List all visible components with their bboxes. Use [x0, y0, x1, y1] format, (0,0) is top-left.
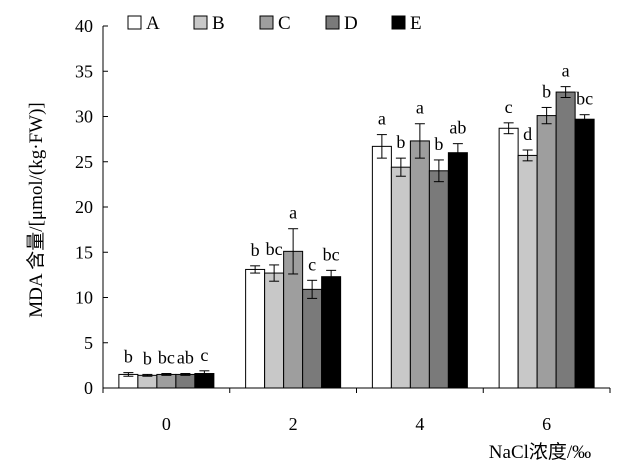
- bar-c: [536, 115, 557, 389]
- chart-axes: 0 5 10 15 20 25 30 35 40 0 2 4 6: [75, 16, 611, 434]
- legend-label-d: D: [344, 13, 358, 34]
- x-tick-label: 2: [289, 414, 298, 434]
- significance-label: bc: [576, 89, 593, 109]
- legend-swatch-b: [193, 15, 208, 30]
- bar-e: [574, 118, 595, 389]
- significance-label: d: [523, 124, 532, 144]
- significance-label: a: [416, 98, 424, 118]
- significance-label: c: [308, 254, 316, 274]
- bar-e: [447, 152, 468, 389]
- legend-swatch-a: [127, 15, 142, 30]
- bar-a: [371, 145, 392, 389]
- significance-label: bc: [266, 239, 283, 259]
- significance-label: c: [200, 345, 208, 365]
- y-tick-label: 5: [84, 333, 93, 353]
- significance-label: a: [289, 203, 297, 223]
- bar-d: [175, 373, 196, 389]
- bar-d: [555, 91, 576, 389]
- significance-label: a: [378, 109, 386, 129]
- y-tick-label: 15: [75, 242, 93, 262]
- bar-a: [498, 127, 519, 389]
- legend-label-e: E: [410, 13, 422, 34]
- bar-b: [517, 154, 538, 389]
- significance-label: b: [251, 240, 260, 260]
- legend-swatch-e: [391, 15, 406, 30]
- legend-label-c: C: [278, 13, 291, 34]
- y-tick-label: 20: [75, 197, 93, 217]
- x-tick-label: 6: [542, 414, 551, 434]
- significance-label: b: [143, 348, 152, 368]
- y-tick-label: 40: [75, 16, 93, 36]
- bar-b: [137, 374, 158, 389]
- x-axis-title: NaCl浓度/‰: [489, 441, 591, 463]
- bar-a: [245, 268, 266, 389]
- bar-b: [264, 272, 285, 389]
- significance-label: b: [396, 132, 405, 152]
- significance-label: bc: [323, 244, 340, 264]
- significance-label: c: [505, 97, 513, 117]
- y-tick-label: 0: [84, 378, 93, 398]
- bar-d: [428, 170, 449, 389]
- legend-label-b: B: [212, 13, 225, 34]
- bar-e: [321, 276, 342, 389]
- significance-label: b: [124, 347, 133, 367]
- legend-label-a: A: [146, 13, 160, 34]
- legend-swatch-c: [259, 15, 274, 30]
- x-tick-label: 4: [415, 414, 424, 434]
- bar-b: [390, 166, 411, 389]
- legend-swatch-d: [325, 15, 340, 30]
- y-axis-title: MDA 含量/[μmol/(kg·FW)]: [25, 102, 47, 317]
- bar-d: [302, 288, 323, 389]
- chart-legend: A B C D E: [127, 13, 422, 34]
- bar-c: [409, 140, 430, 389]
- significance-label: b: [542, 81, 551, 101]
- significance-label: ab: [449, 118, 466, 138]
- y-tick-label: 35: [75, 61, 93, 81]
- significance-label: b: [434, 134, 443, 154]
- y-tick-label: 30: [75, 107, 93, 127]
- y-tick-label: 25: [75, 152, 93, 172]
- significance-label: ab: [177, 348, 194, 368]
- y-tick-label: 10: [75, 288, 93, 308]
- x-tick-label: 0: [162, 414, 171, 434]
- significance-label: a: [562, 61, 570, 81]
- bar-c: [156, 373, 177, 389]
- significance-label: bc: [158, 348, 175, 368]
